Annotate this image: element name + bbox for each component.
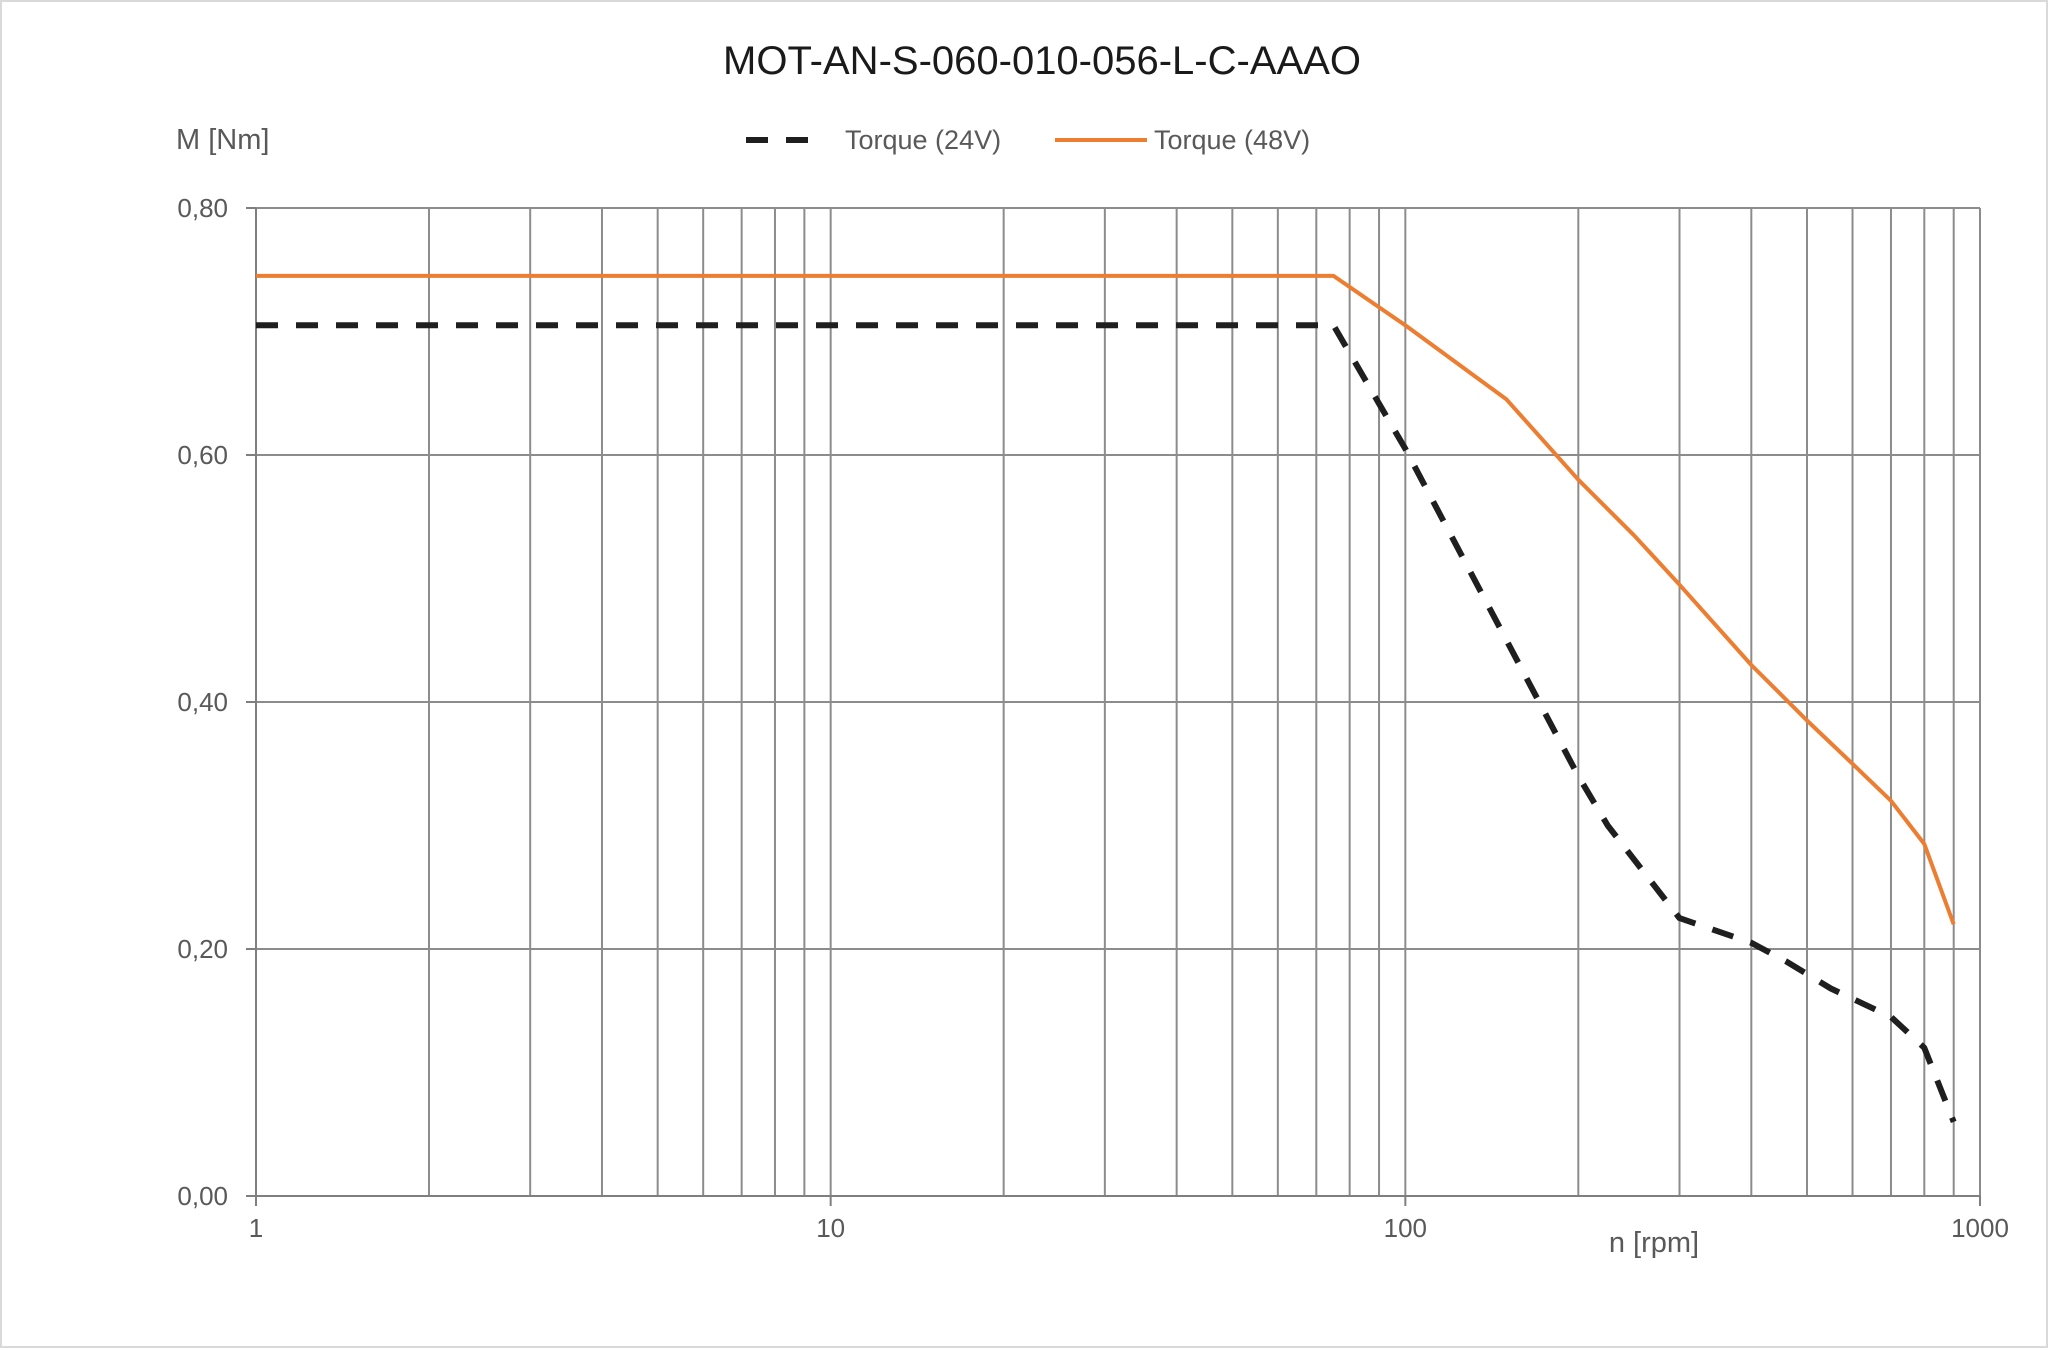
legend-label-torque-24v: Torque (24V) <box>845 125 1001 155</box>
y-tick-label: 0,20 <box>177 934 228 964</box>
data-series <box>256 273 1957 1124</box>
series-line-torque-24v <box>256 322 1957 1124</box>
x-tick-label: 10 <box>816 1213 845 1243</box>
series-line-torque-48v <box>256 273 1956 925</box>
y-tick-label: 0,80 <box>177 193 228 223</box>
y-tick-label: 0,60 <box>177 440 228 470</box>
tick-labels: 0,00 0,20 0,40 0,60 0,80 1 10 100 1000 <box>177 193 2009 1243</box>
chart-title: MOT-AN-S-060-010-056-L-C-AAAO <box>723 39 1361 83</box>
y-tick-label: 0,00 <box>177 1181 228 1211</box>
x-axis-label: n [rpm] <box>1609 1227 1699 1259</box>
axes <box>246 207 1981 1206</box>
x-tick-label: 100 <box>1384 1213 1427 1243</box>
y-axis-label: M [Nm] <box>176 124 269 156</box>
legend-label-torque-48v: Torque (48V) <box>1154 125 1310 155</box>
x-tick-label: 1 <box>249 1213 263 1243</box>
grid-lines <box>255 207 1981 1197</box>
y-tick-label: 0,40 <box>177 687 228 717</box>
legend: Torque (24V) Torque (48V) <box>746 125 1310 155</box>
x-tick-label: 1000 <box>1951 1213 2009 1243</box>
